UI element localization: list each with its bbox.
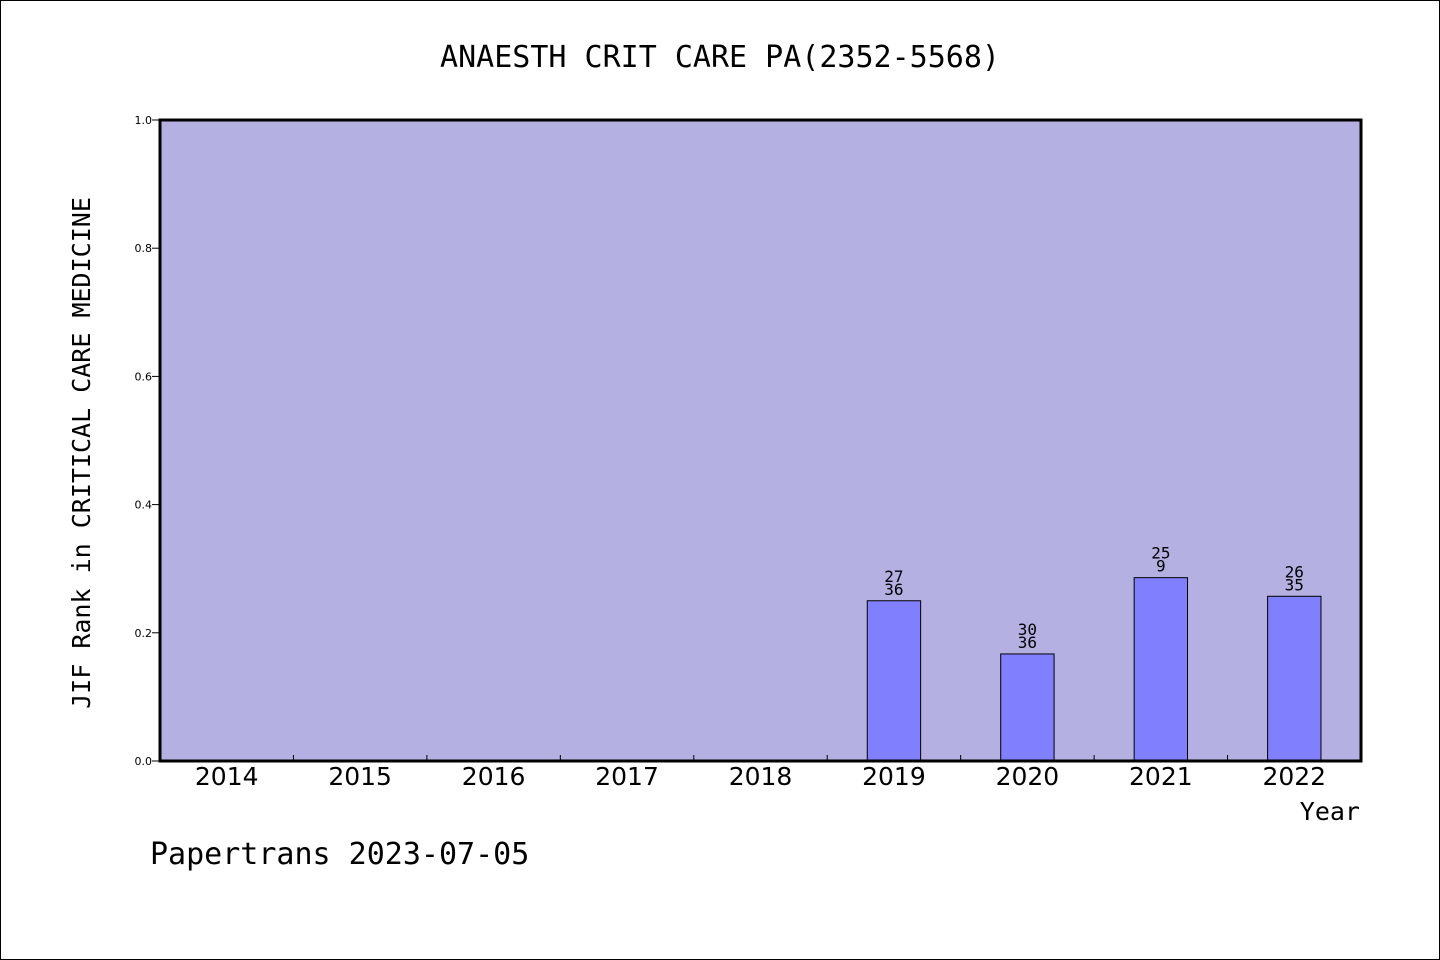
bar-total-label: 36 bbox=[884, 580, 903, 599]
x-axis-label: Year bbox=[1300, 797, 1360, 826]
bar-2020 bbox=[1000, 653, 1055, 762]
x-tick-label: 2016 bbox=[462, 762, 526, 791]
x-tick-label: 2021 bbox=[1129, 762, 1193, 791]
bar-total-label: 36 bbox=[1018, 633, 1037, 652]
bar-2019 bbox=[866, 600, 922, 762]
bar-rank-label: 27 bbox=[884, 567, 903, 586]
footer-credit: Papertrans 2023-07-05 bbox=[150, 837, 529, 872]
y-axis-label: JIF Rank in CRITICAL CARE MEDICINE bbox=[67, 197, 96, 709]
bar-rank-label: 26 bbox=[1285, 562, 1304, 581]
x-tick-label: 2018 bbox=[729, 762, 793, 791]
y-tick-label: 0.8 bbox=[135, 242, 153, 255]
chart-title: ANAESTH CRIT CARE PA(2352-5568) bbox=[440, 40, 1000, 75]
y-tick-label: 0.6 bbox=[135, 370, 153, 383]
bar-rank-label: 30 bbox=[1018, 620, 1037, 639]
bar-rank-label: 25 bbox=[1151, 544, 1170, 563]
x-tick-label: 2022 bbox=[1262, 762, 1326, 791]
bar-total-label: 9 bbox=[1156, 557, 1166, 576]
bar-2022 bbox=[1267, 595, 1322, 762]
x-tick-label: 2019 bbox=[862, 762, 926, 791]
y-tick-label: 0.4 bbox=[135, 499, 153, 512]
y-tick-label: 0.0 bbox=[135, 755, 153, 768]
bar-total-label: 35 bbox=[1285, 575, 1304, 594]
x-tick-label: 2014 bbox=[195, 762, 259, 791]
x-tick-label: 2020 bbox=[996, 762, 1060, 791]
y-tick-label: 0.2 bbox=[135, 627, 153, 640]
x-tick-label: 2015 bbox=[328, 762, 392, 791]
y-tick-label: 1.0 bbox=[135, 114, 153, 127]
ticks-layer: 0.0 0.2 0.4 0.6 0.8 1.0 2014 2015 2016 2017 2018 20… bbox=[135, 114, 1327, 791]
x-tick-label: 2017 bbox=[595, 762, 659, 791]
plot-border bbox=[158, 118, 1363, 763]
bar-2021 bbox=[1133, 577, 1189, 762]
